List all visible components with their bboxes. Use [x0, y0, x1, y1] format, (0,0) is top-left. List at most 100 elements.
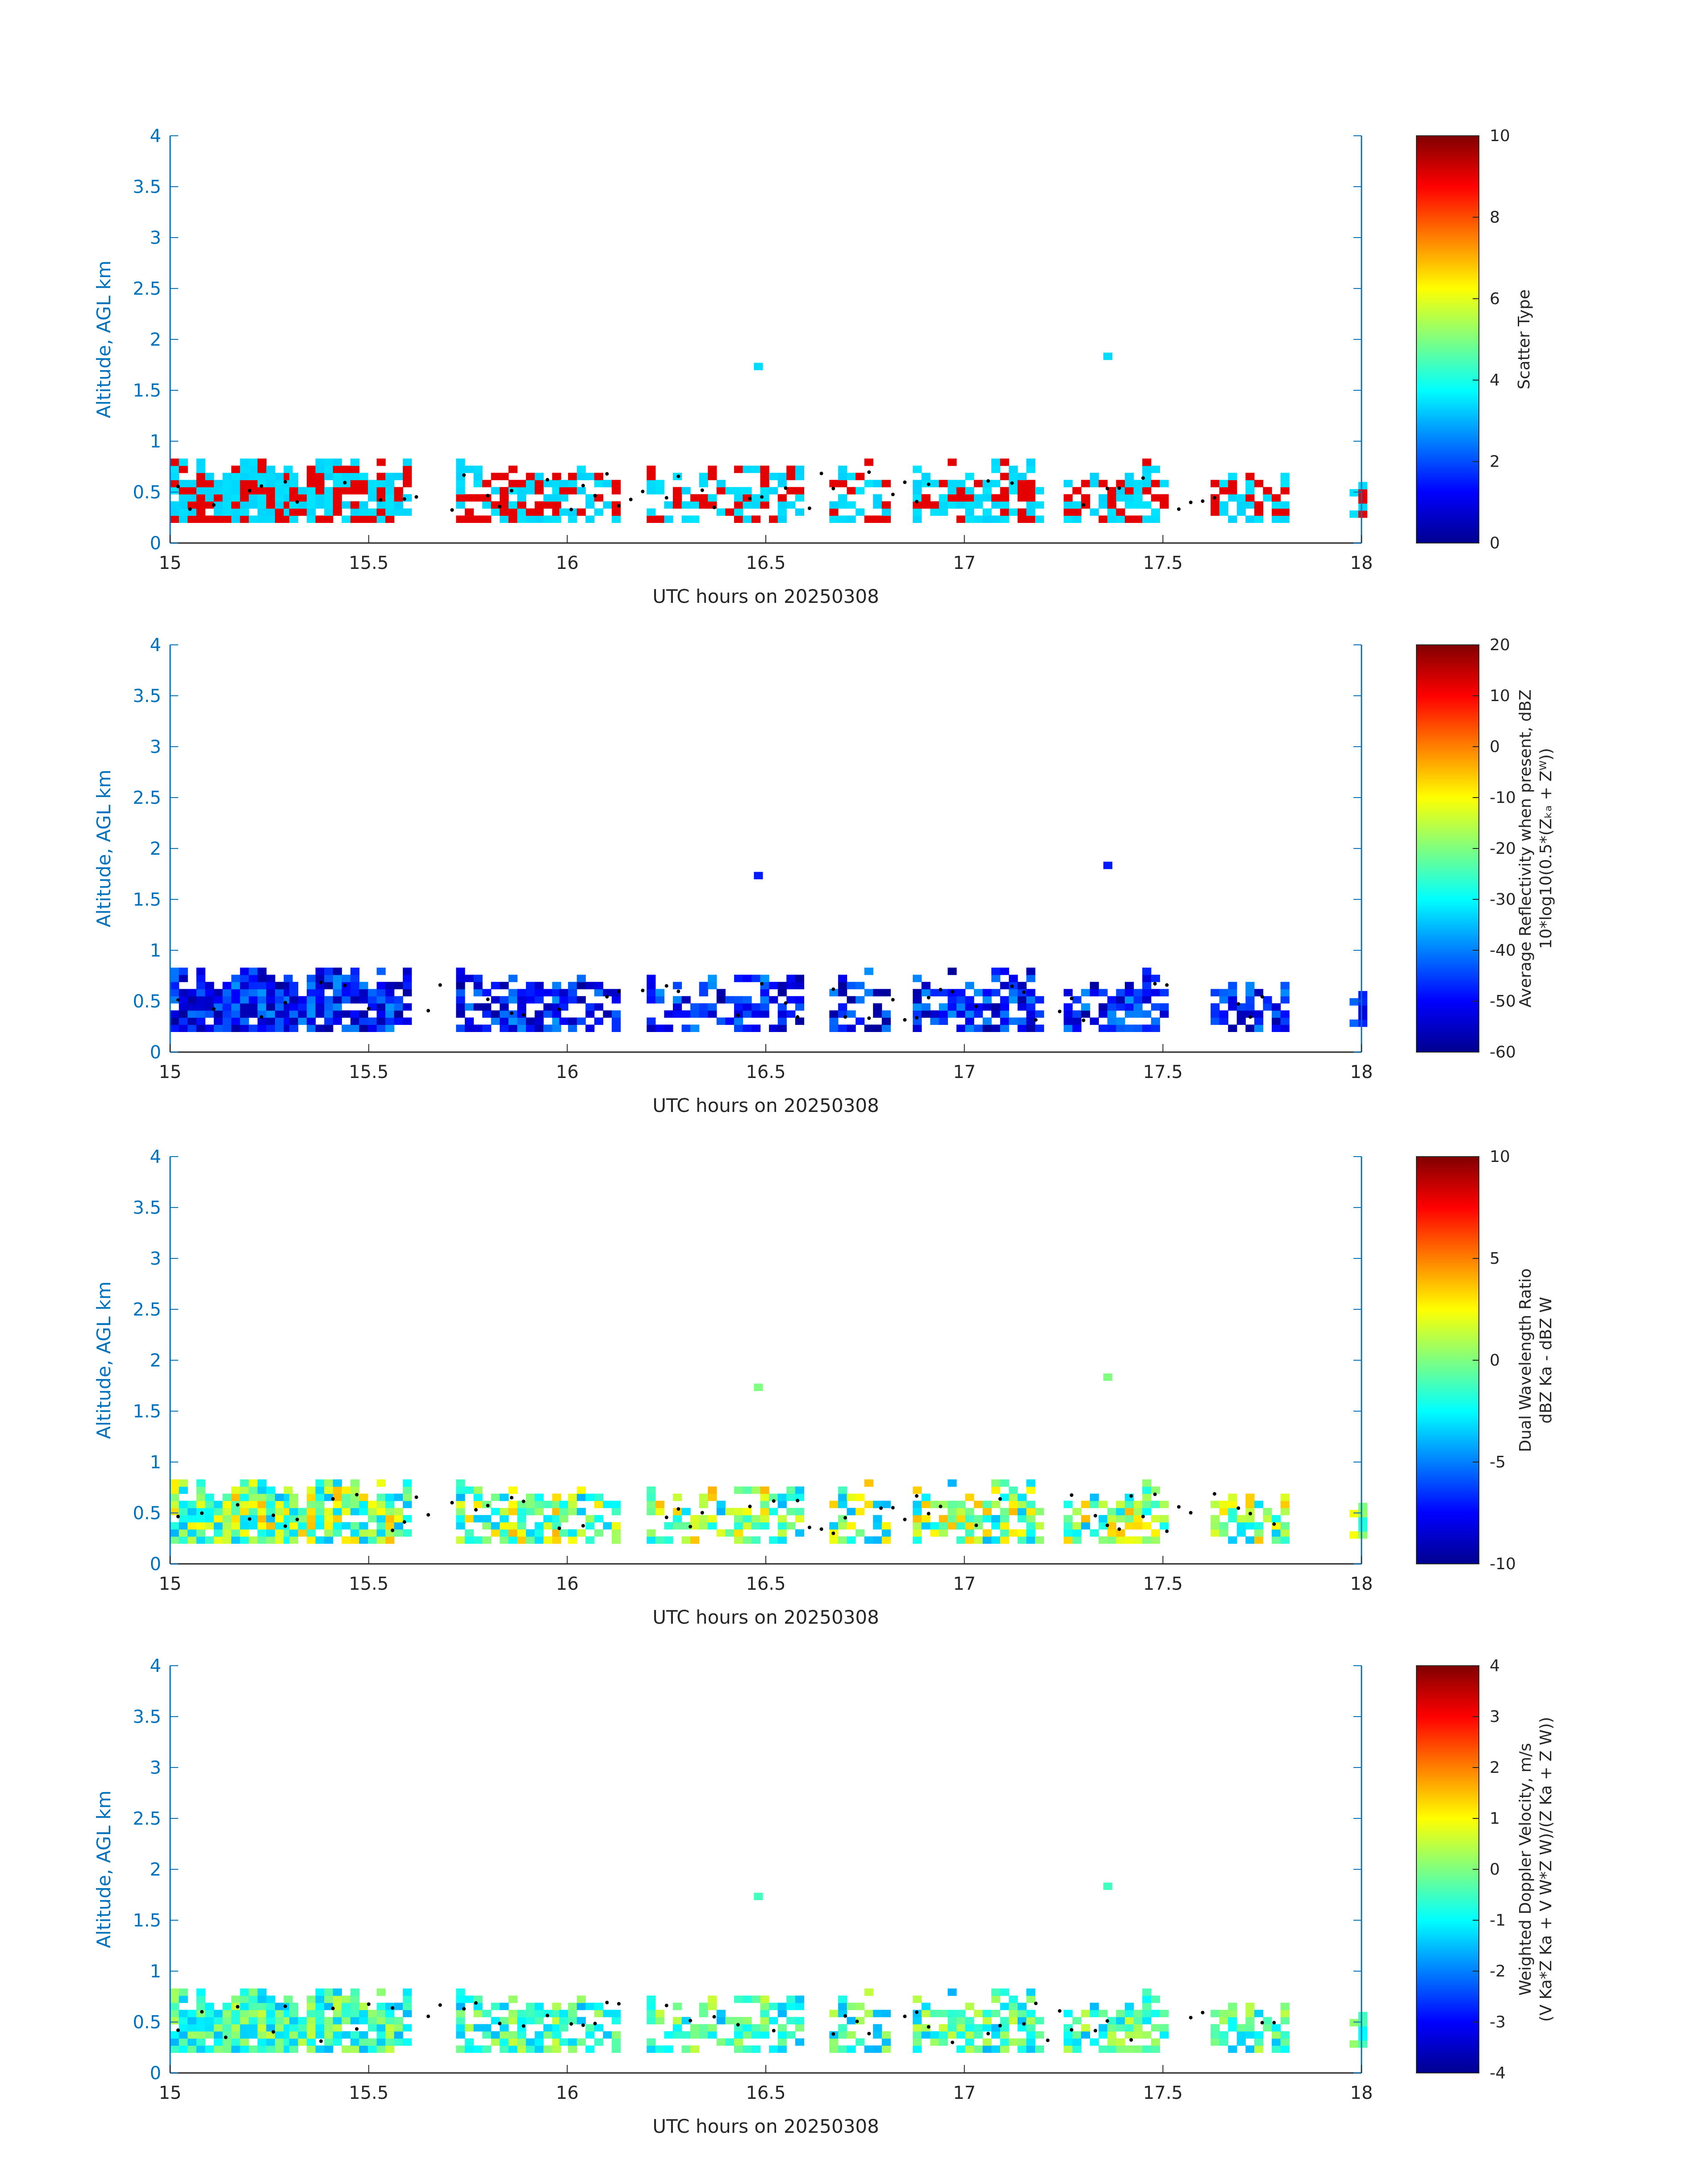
heatmap-cell: [333, 2038, 342, 2046]
heatmap-cell: [552, 2038, 561, 2046]
x-tick-label: 16.5: [746, 553, 785, 573]
heatmap-cell: [491, 1017, 500, 1025]
heatmap-cell: [1081, 501, 1090, 509]
heatmap-cell: [1107, 1003, 1116, 1011]
heatmap-cell: [795, 2017, 804, 2025]
heatmap-cell: [913, 1017, 922, 1025]
heatmap-cell: [222, 982, 232, 990]
heatmap-cell: [385, 501, 395, 509]
heatmap-cell: [576, 2002, 586, 2010]
data-dot: [1189, 2016, 1193, 2020]
heatmap-cell: [1151, 508, 1160, 516]
heatmap-cell: [298, 1017, 307, 1025]
heatmap-cell: [1254, 1024, 1264, 1032]
heatmap-cell: [681, 2045, 691, 2053]
heatmap-cell: [795, 2024, 804, 2032]
heatmap-cell: [1000, 1017, 1009, 1025]
heatmap-cell: [1211, 1529, 1220, 1537]
heatmap-cell: [249, 1479, 258, 1487]
heatmap-cell: [594, 480, 603, 488]
heatmap-cell: [473, 1995, 483, 2003]
heatmap-cell: [367, 1515, 377, 1523]
heatmap-cell: [734, 1508, 743, 1516]
heatmap-cell: [864, 2010, 873, 2018]
heatmap-cell: [603, 1500, 612, 1508]
heatmap-cell: [376, 508, 386, 516]
heatmap-cell: [315, 2017, 325, 2025]
heatmap-cell: [752, 1003, 761, 1011]
heatmap-cell: [1133, 1515, 1143, 1523]
data-dot: [1189, 501, 1193, 504]
heatmap-cell: [921, 2010, 931, 2018]
heatmap-cell: [179, 967, 188, 975]
heatmap-cell: [231, 1508, 241, 1516]
heatmap-cell: [333, 1017, 342, 1025]
heatmap-cell: [275, 1493, 284, 1501]
heatmap-cell: [289, 2045, 298, 2053]
heatmap-cell: [188, 2045, 197, 2053]
heatmap-cell: [856, 1017, 865, 1025]
heatmap-cell: [585, 2002, 595, 2010]
data-dot: [283, 480, 287, 484]
heatmap-cell: [647, 2045, 656, 2053]
heatmap-cell: [315, 1988, 325, 1996]
data-dot: [522, 2024, 526, 2028]
heatmap-cell: [559, 1017, 568, 1025]
heatmap-cell: [456, 2010, 465, 2018]
heatmap-cell: [1160, 1522, 1169, 1530]
heatmap-cell: [213, 996, 223, 1004]
heatmap-cell: [315, 974, 325, 982]
heatmap-cell: [725, 508, 735, 516]
heatmap-cell: [1254, 989, 1264, 997]
heatmap-cell: [298, 1003, 307, 1011]
heatmap-cell: [333, 1486, 342, 1494]
heatmap-cell: [359, 508, 368, 516]
colorbar-tick-label: 0: [1490, 1351, 1500, 1370]
heatmap-cell: [1142, 1486, 1152, 1494]
heatmap-cell: [1245, 1024, 1255, 1032]
heatmap-cell: [289, 1010, 298, 1018]
heatmap-cell: [743, 1536, 752, 1544]
heatmap-cell: [777, 480, 787, 488]
heatmap-cell: [873, 515, 882, 523]
heatmap-cell: [385, 494, 395, 502]
x-axis-label: UTC hours on 20250308: [652, 1095, 879, 1116]
heatmap-cell: [196, 2017, 205, 2025]
heatmap-cell: [333, 1508, 342, 1516]
heatmap-cell: [240, 1529, 249, 1537]
heatmap-cell: [257, 967, 267, 975]
heatmap-cell: [1263, 2017, 1272, 2025]
heatmap-cell: [552, 1017, 561, 1025]
heatmap-cell: [1035, 487, 1044, 495]
heatmap-cell: [594, 1515, 603, 1523]
heatmap-cell: [1064, 989, 1073, 997]
heatmap-cell: [1026, 458, 1036, 466]
heatmap-cell: [500, 2017, 509, 2025]
heatmap-cell: [1017, 1017, 1027, 1025]
heatmap-cell: [873, 1536, 882, 1544]
heatmap-cell: [306, 996, 316, 1004]
heatmap-cell: [965, 2045, 974, 2053]
heatmap-cell: [921, 982, 931, 990]
heatmap-cell: [306, 1515, 316, 1523]
heatmap-cell: [873, 1522, 882, 1530]
heatmap-cell: [367, 508, 377, 516]
heatmap-cell: [559, 1529, 568, 1537]
heatmap-cell: [913, 2045, 922, 2053]
heatmap-cell: [1000, 1508, 1009, 1516]
heatmap-cell: [179, 501, 188, 509]
heatmap-cell: [315, 465, 325, 473]
heatmap-cell: [1026, 1486, 1036, 1494]
heatmap-cell: [1098, 2010, 1108, 2018]
heatmap-cell: [464, 1024, 474, 1032]
heatmap-cell: [1358, 1524, 1368, 1532]
heatmap-cell: [482, 2024, 492, 2032]
heatmap-cell: [289, 1017, 298, 1025]
heatmap-cell: [611, 2045, 621, 2053]
heatmap-cell: [289, 2002, 298, 2010]
data-dot: [1105, 2019, 1109, 2023]
heatmap-cell: [456, 465, 465, 473]
heatmap-cell: [1280, 515, 1290, 523]
data-dot: [343, 481, 347, 485]
heatmap-cell: [1245, 1536, 1255, 1544]
